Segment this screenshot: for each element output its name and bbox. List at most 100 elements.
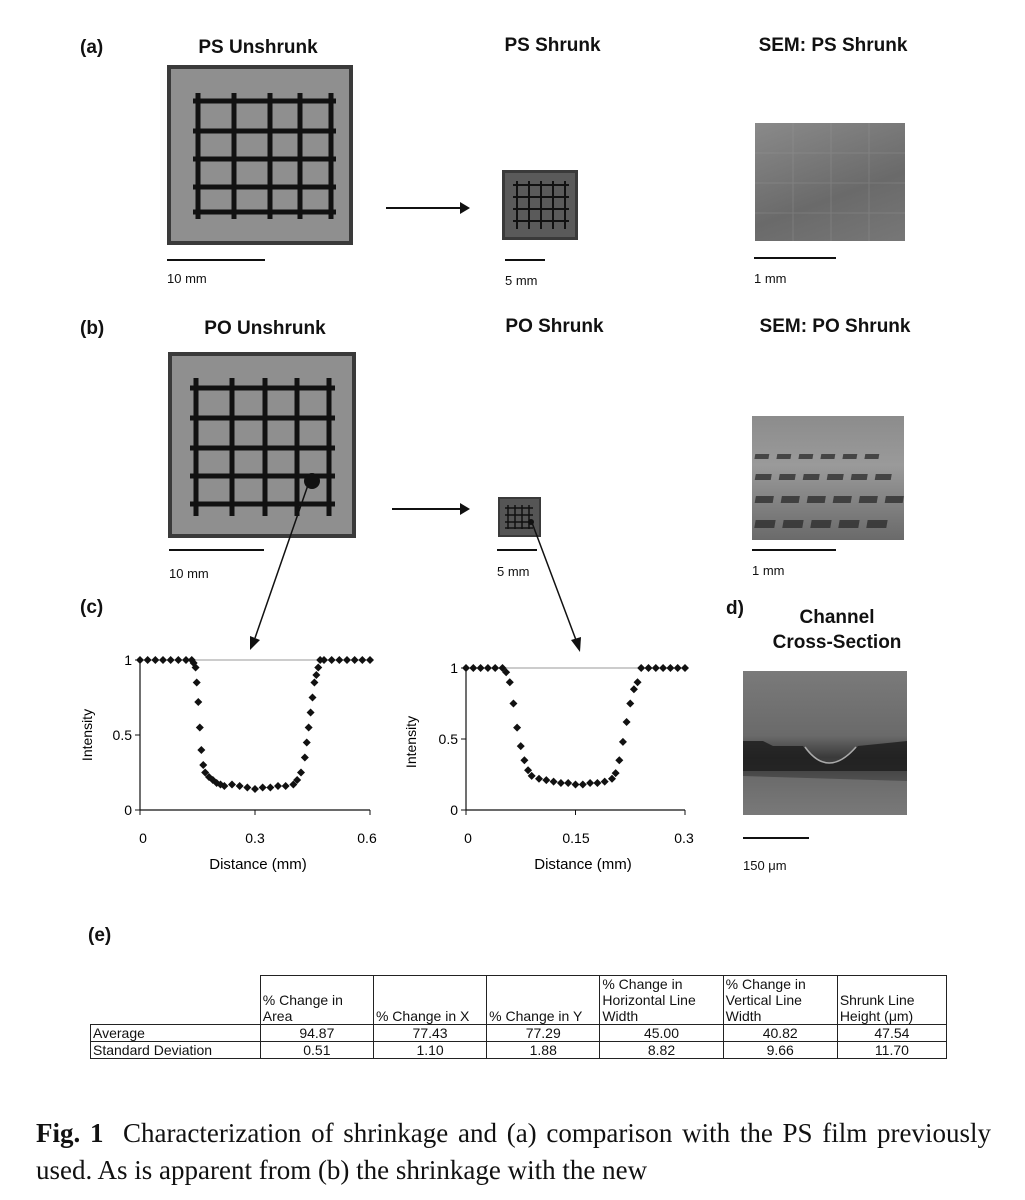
chart-1-y-tick-0: 0 — [124, 802, 132, 818]
ps-shrunk-film-image — [502, 170, 578, 240]
table-cell: 94.87 — [259, 1024, 374, 1042]
chart-1-data-point — [151, 656, 160, 664]
chart-1-x-tick-2: 0.6 — [357, 830, 377, 846]
chart-1-data-point — [293, 776, 302, 784]
chart-2-y-tick-1: 0.5 — [439, 731, 459, 747]
chart-1-data-point — [166, 656, 175, 664]
chart-2-data-point — [629, 685, 638, 694]
chart-1-data-point — [182, 656, 190, 664]
ps-unshrunk-film-image — [167, 65, 353, 245]
chart-1-data-point — [199, 761, 208, 769]
chart-2-data-point — [527, 771, 536, 780]
shrinkage-table: % Change in Area % Change in X % Change … — [90, 975, 948, 1059]
chart-1: 0 0.5 1 0 0.3 0.6 Distance (mm) Intensit… — [79, 652, 377, 873]
chart-1-y-tick-1: 0.5 — [113, 727, 133, 743]
chart-2-x-tick-0: 0 — [464, 830, 472, 846]
table-header-cell: % Change in Y — [486, 975, 601, 1025]
chart-2-data-point — [542, 776, 551, 785]
chart-2-data-point — [549, 777, 558, 786]
chart-1-data-point — [235, 782, 244, 790]
chart-1-data-point — [289, 780, 298, 789]
chart-2-data-point — [622, 717, 631, 726]
chart-1-data-point — [304, 723, 313, 732]
chart-1-data-point — [281, 782, 290, 790]
chart-2-data-point — [586, 779, 595, 788]
chart-2-data-point — [469, 664, 478, 672]
arrow-b — [392, 508, 466, 510]
chart-2-data-point — [611, 769, 620, 778]
chart-2-data-point — [513, 723, 522, 732]
table-cell: 1.10 — [372, 1041, 488, 1059]
po-unshrunk-film-image — [168, 352, 356, 538]
sem-ps-shrunk-image — [755, 123, 905, 241]
sem-po-scale-bar — [752, 549, 836, 551]
sem-ps-shrunk-title: SEM: PS Shrunk — [758, 35, 908, 56]
sem-ps-scale-bar — [754, 257, 836, 259]
table-cell: 0.51 — [259, 1041, 374, 1059]
table-cell: 8.82 — [599, 1041, 724, 1059]
po-unshrunk-scale-bar — [169, 549, 264, 551]
table-cell: 1.88 — [486, 1041, 601, 1059]
table-header-cell: % Change in Vertical Line Width — [722, 975, 838, 1025]
channel-title-line2: Cross-Section — [772, 632, 902, 653]
chart-2-data-point — [633, 678, 642, 687]
chart-1-data-point — [220, 782, 229, 790]
chart-2-data-point — [476, 664, 485, 672]
chart-1-data-point — [258, 783, 267, 792]
chart-1-x-label: Distance (mm) — [209, 856, 307, 873]
chart-1-data-point — [297, 768, 305, 777]
ps-shrunk-title: PS Shrunk — [504, 35, 601, 56]
table-cell: 47.54 — [836, 1024, 948, 1042]
po-shrunk-scale-bar — [497, 549, 537, 551]
chart-2-x-tick-2: 0.3 — [674, 830, 694, 846]
table-cell: 9.66 — [722, 1041, 838, 1059]
chart-1-data-point — [192, 678, 201, 687]
chart-1-data-point — [159, 656, 167, 664]
chart-2-data-point — [505, 678, 514, 687]
chart-1-data-point — [350, 656, 359, 664]
chart-2-y-label: Intensity — [403, 716, 419, 768]
chart-2-data-point — [618, 737, 627, 746]
panel-a-label: (a) — [80, 37, 104, 58]
chart-1-data-point — [266, 783, 275, 792]
panel-c-label: (c) — [80, 597, 104, 618]
arrow-a — [386, 207, 466, 209]
table-cell: 45.00 — [599, 1024, 724, 1042]
chart-2-data-point — [644, 664, 653, 672]
chart-2-data-point — [666, 664, 675, 672]
chart-2-data-point — [608, 774, 616, 783]
chart-2-data-point — [681, 664, 689, 672]
chart-1-data-point — [274, 782, 282, 790]
chart-1-data-point — [197, 746, 206, 754]
po-shrunk-scale-label: 5 mm — [497, 564, 530, 579]
chart-2-data-point — [673, 664, 682, 672]
chart-1-data-point — [306, 708, 315, 717]
chart-1-data-point — [191, 663, 200, 672]
sem-po-shrunk-image — [752, 416, 904, 540]
po-unshrunk-title: PO Unshrunk — [204, 318, 326, 339]
chart-2-data-point — [615, 756, 624, 765]
chart-2-data-point — [564, 779, 573, 788]
chart-1-data-point — [201, 768, 210, 777]
ps-unshrunk-scale-label: 10 mm — [167, 271, 207, 286]
po-shrunk-film-image — [498, 497, 541, 537]
chart-2-x-label: Distance (mm) — [534, 856, 632, 873]
chart-1-data-point — [251, 785, 259, 793]
channel-title-line1: Channel — [799, 607, 875, 628]
table-cell: Average — [90, 1024, 261, 1042]
chart-2-data-point — [535, 774, 543, 783]
chart-1-data-point — [136, 656, 144, 664]
chart-2-data-point — [578, 780, 587, 789]
chart-2-data-point — [571, 780, 580, 789]
table-row: Average 94.87 77.43 77.29 45.00 40.82 47… — [90, 1024, 948, 1042]
pointer-arrows — [250, 484, 581, 652]
table-cell: Standard Deviation — [90, 1041, 261, 1059]
chart-1-data-point — [314, 663, 323, 672]
chart-1-data-point — [308, 693, 317, 702]
table-cell: 77.29 — [486, 1024, 601, 1042]
chart-1-data-point — [228, 780, 236, 789]
figure-caption: Fig. 1 Characterization of shrinkage and… — [36, 1115, 991, 1189]
channel-scale-label: 150 μm — [743, 858, 787, 873]
chart-2-x-tick-1: 0.15 — [562, 830, 589, 846]
chart-2-data-point — [462, 664, 470, 672]
